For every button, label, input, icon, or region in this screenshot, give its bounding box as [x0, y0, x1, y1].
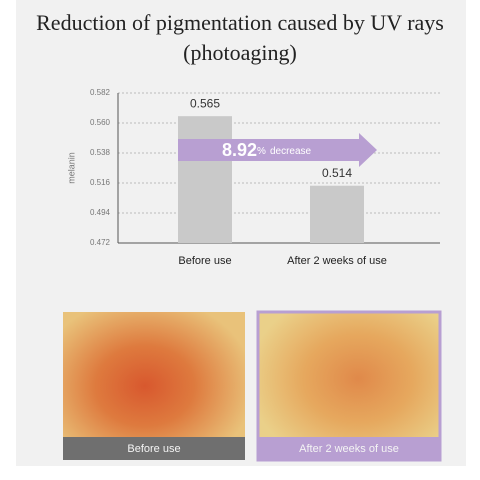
value-label: 0.514	[322, 166, 352, 180]
caption-bar	[63, 437, 245, 460]
photo-caption: Before use	[127, 443, 180, 455]
y-tick-label: 0.582	[90, 88, 111, 97]
annotation-unit: %	[257, 146, 266, 157]
y-tick-label: 0.538	[90, 148, 111, 157]
caption-bar	[258, 437, 440, 460]
y-axis-label: melanin	[66, 152, 76, 184]
value-label: 0.565	[190, 96, 220, 110]
y-tick-label: 0.494	[90, 208, 111, 217]
photo-caption: After 2 weeks of use	[299, 443, 399, 455]
x-tick-label: After 2 weeks of use	[287, 255, 387, 267]
y-tick-label: 0.516	[90, 178, 111, 187]
x-tick-label: Before use	[178, 255, 231, 267]
photo-before	[63, 312, 245, 460]
annotation-text: decrease	[270, 146, 312, 157]
photos	[63, 310, 442, 462]
chart-title: Reduction of pigmentation caused by UV r…	[36, 10, 444, 65]
bar	[310, 185, 364, 243]
decrease-arrow	[178, 133, 377, 167]
y-tick-label: 0.472	[90, 238, 111, 247]
y-tick-label: 0.560	[90, 118, 111, 127]
annotation: 8.92% decrease	[222, 140, 312, 160]
annotation-number: 8.92	[222, 140, 257, 160]
bar	[178, 116, 232, 243]
